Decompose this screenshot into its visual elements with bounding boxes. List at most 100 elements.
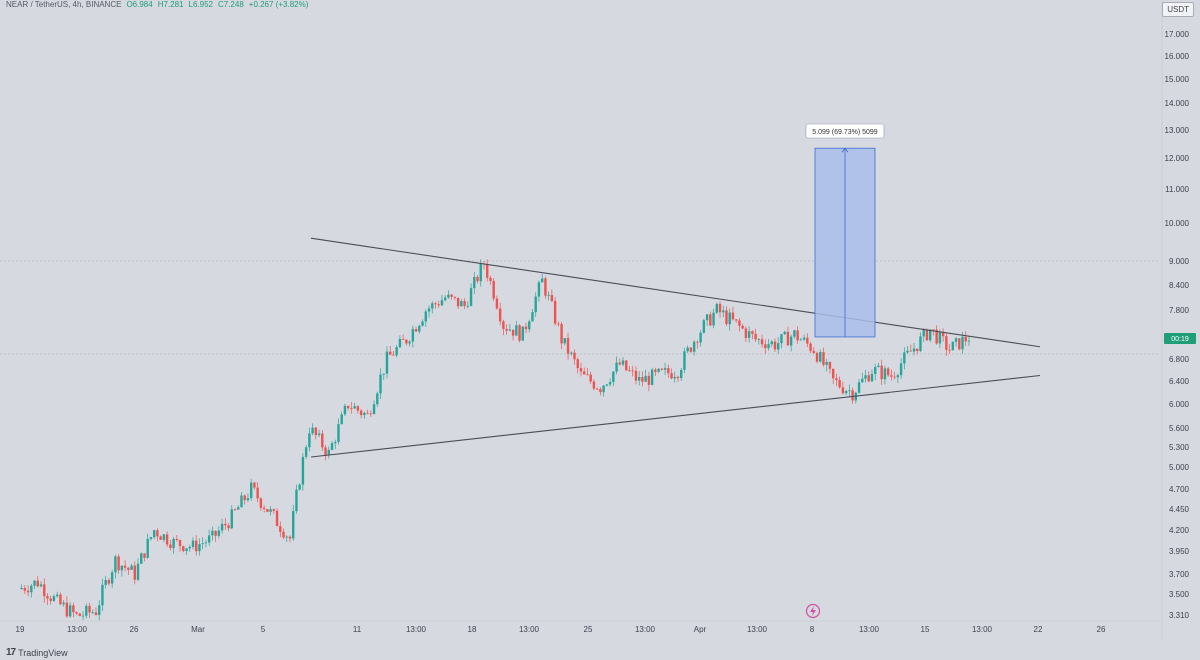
candle-body (886, 368, 890, 376)
y-tick-label: 12.000 (1165, 154, 1190, 163)
candle-body (550, 294, 554, 302)
candle-body (98, 605, 101, 615)
candle-body (650, 369, 654, 385)
candle-body (182, 546, 185, 552)
candle-body (899, 363, 903, 376)
candle-body (825, 362, 828, 365)
candle-body (440, 300, 444, 306)
candle-body (945, 336, 948, 350)
candle-body (486, 264, 489, 278)
candle-body (570, 352, 573, 354)
candle-body (240, 495, 243, 508)
candle-body (767, 344, 770, 349)
lower-trendline[interactable] (310, 374, 1041, 458)
candle-body (85, 605, 88, 616)
candle-body (62, 602, 65, 605)
candle-body (395, 347, 398, 356)
x-tick-label: 13:00 (406, 625, 427, 634)
replay-icon[interactable] (805, 603, 821, 619)
measure-label: 5.099 (69.73%) 5099 (812, 129, 877, 136)
candle-body (224, 523, 227, 526)
candle-body (647, 375, 651, 385)
candle-body (456, 297, 460, 307)
candle-body (359, 410, 363, 416)
candle-body (631, 370, 634, 372)
candle-body (343, 405, 347, 415)
candle-body (317, 433, 321, 436)
candle-body (217, 530, 221, 536)
x-axis[interactable]: 19 13:00 26 Mar 5 11 13:00 18 13:00 25 13:00 Apr 13:… (0, 620, 1162, 634)
candle-body (346, 405, 350, 409)
candle-body (431, 303, 434, 309)
candle-body (667, 368, 670, 374)
candle-body (935, 329, 938, 344)
candle-body (870, 373, 874, 382)
y-tick-label: 5.600 (1169, 424, 1190, 433)
candle-body (657, 368, 660, 372)
candle-body (230, 509, 233, 529)
candle-body (204, 542, 208, 544)
candle-body (72, 605, 75, 613)
current-price-time: 00:19 (1171, 336, 1189, 343)
candle-body (327, 449, 330, 456)
candle-body (314, 427, 318, 436)
candle-body (948, 349, 951, 351)
candle-body (528, 321, 531, 330)
candle-body (298, 484, 301, 490)
candle-body (599, 389, 602, 393)
candle-body (780, 334, 783, 344)
x-tick-label: 13:00 (519, 625, 540, 634)
candle-body (198, 544, 201, 552)
candle-body (498, 308, 502, 322)
y-tick-label: 6.800 (1169, 355, 1190, 364)
candle-body (473, 276, 476, 289)
candle-body (156, 530, 159, 537)
y-axis[interactable]: 17.000 16.000 15.000 14.000 13.000 12.000 11.0… (1161, 0, 1200, 640)
candle-body (414, 329, 418, 332)
candle-body (450, 294, 453, 297)
candle-body (356, 406, 360, 411)
candle-body (469, 288, 473, 306)
candle-body (705, 314, 709, 321)
candle-body (272, 509, 276, 511)
candle-body (463, 301, 466, 306)
symbol-name[interactable]: NEAR / TetherUS, 4h, BINANCE (6, 0, 122, 9)
candle-body (628, 370, 631, 372)
candle-body (104, 579, 107, 585)
candle-body (583, 371, 586, 375)
candle-body (789, 336, 793, 346)
candle-body (418, 325, 421, 332)
candle-body (211, 530, 214, 536)
candle-body (227, 525, 230, 529)
candle-body (864, 375, 867, 379)
candle-body (660, 368, 664, 370)
candle-body (544, 278, 547, 296)
candle-body (663, 368, 667, 370)
measure-tool[interactable]: 5.099 (69.73%) 5099 (805, 123, 885, 338)
candle-body (421, 321, 424, 326)
candle-body (757, 339, 761, 340)
candle-body (127, 567, 130, 570)
candle-body (39, 584, 43, 587)
candle-body (531, 312, 534, 322)
candle-body (731, 312, 735, 320)
candle-body (903, 352, 906, 364)
x-tick-label: Mar (191, 625, 205, 634)
candle-body (906, 350, 909, 353)
y-tick-label: 10.000 (1165, 219, 1190, 228)
candle-body (495, 298, 499, 309)
candle-body (81, 615, 85, 617)
currency-button[interactable]: USDT (1162, 2, 1194, 17)
upper-trendline[interactable] (310, 237, 1041, 348)
candle-body (275, 510, 279, 527)
candle-body (951, 341, 955, 351)
candle-body (33, 580, 36, 586)
candle-body (68, 605, 72, 617)
candle-body (178, 539, 182, 547)
candle-body (641, 377, 644, 382)
candle-body (20, 587, 23, 589)
candle-body (689, 347, 693, 352)
candle-body (586, 374, 589, 376)
y-tick-label: 14.000 (1165, 99, 1190, 108)
